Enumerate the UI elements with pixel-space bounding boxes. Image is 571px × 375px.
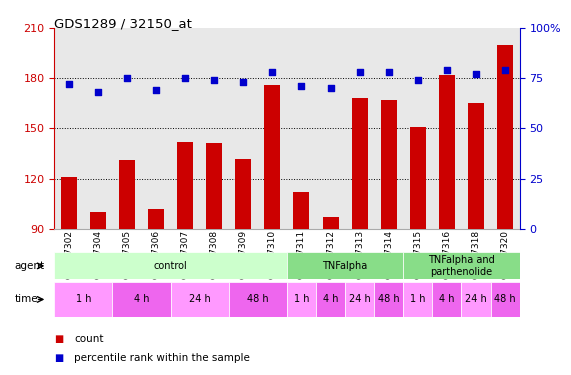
Bar [54, 252, 287, 279]
Bar [293, 192, 309, 229]
Text: 4 h: 4 h [439, 294, 455, 304]
Bar [439, 75, 455, 229]
Bar [206, 144, 222, 229]
Text: ■: ■ [54, 353, 63, 363]
Point [443, 67, 452, 73]
Bar [148, 209, 164, 229]
Point [501, 67, 510, 73]
Text: control: control [154, 261, 187, 271]
Text: 1 h: 1 h [293, 294, 309, 304]
Bar [54, 282, 112, 317]
Bar [90, 212, 106, 229]
Bar [171, 282, 229, 317]
Bar [403, 282, 432, 317]
Text: time: time [15, 294, 38, 304]
Point [413, 77, 423, 83]
Text: 4 h: 4 h [134, 294, 149, 304]
Point [326, 86, 335, 92]
Text: 1 h: 1 h [75, 294, 91, 304]
Point [151, 87, 160, 93]
Text: ■: ■ [54, 334, 63, 344]
Bar [432, 282, 461, 317]
Bar [468, 104, 484, 229]
Bar [352, 98, 368, 229]
Bar [410, 127, 426, 229]
Point [180, 75, 190, 81]
Text: percentile rank within the sample: percentile rank within the sample [74, 353, 250, 363]
Text: 48 h: 48 h [494, 294, 516, 304]
Text: GDS1289 / 32150_at: GDS1289 / 32150_at [54, 17, 192, 30]
Text: 48 h: 48 h [247, 294, 268, 304]
Text: 24 h: 24 h [465, 294, 487, 304]
Text: 4 h: 4 h [323, 294, 338, 304]
Point [210, 77, 219, 83]
Bar [119, 160, 135, 229]
Point [268, 69, 277, 75]
Point [297, 83, 306, 89]
Bar [374, 282, 403, 317]
Bar [287, 282, 316, 317]
Text: 24 h: 24 h [189, 294, 211, 304]
Bar [61, 177, 77, 229]
Point [64, 81, 73, 87]
Text: 24 h: 24 h [349, 294, 371, 304]
Bar [323, 217, 339, 229]
Bar [461, 282, 490, 317]
Point [122, 75, 131, 81]
Bar [403, 252, 520, 279]
Text: 48 h: 48 h [378, 294, 400, 304]
Point [355, 69, 364, 75]
Point [472, 71, 481, 77]
Point [384, 69, 393, 75]
Bar [490, 282, 520, 317]
Bar [497, 45, 513, 229]
Bar [381, 100, 397, 229]
Bar [264, 85, 280, 229]
Text: count: count [74, 334, 104, 344]
Bar [316, 282, 345, 317]
Point [93, 89, 102, 95]
Point [239, 79, 248, 85]
Text: 1 h: 1 h [410, 294, 425, 304]
Bar [112, 282, 171, 317]
Bar [229, 282, 287, 317]
Text: TNFalpha: TNFalpha [323, 261, 368, 271]
Bar [287, 252, 403, 279]
Bar [177, 142, 193, 229]
Bar [345, 282, 374, 317]
Text: agent: agent [15, 261, 45, 271]
Bar [235, 159, 251, 229]
Text: TNFalpha and
parthenolide: TNFalpha and parthenolide [428, 255, 495, 277]
